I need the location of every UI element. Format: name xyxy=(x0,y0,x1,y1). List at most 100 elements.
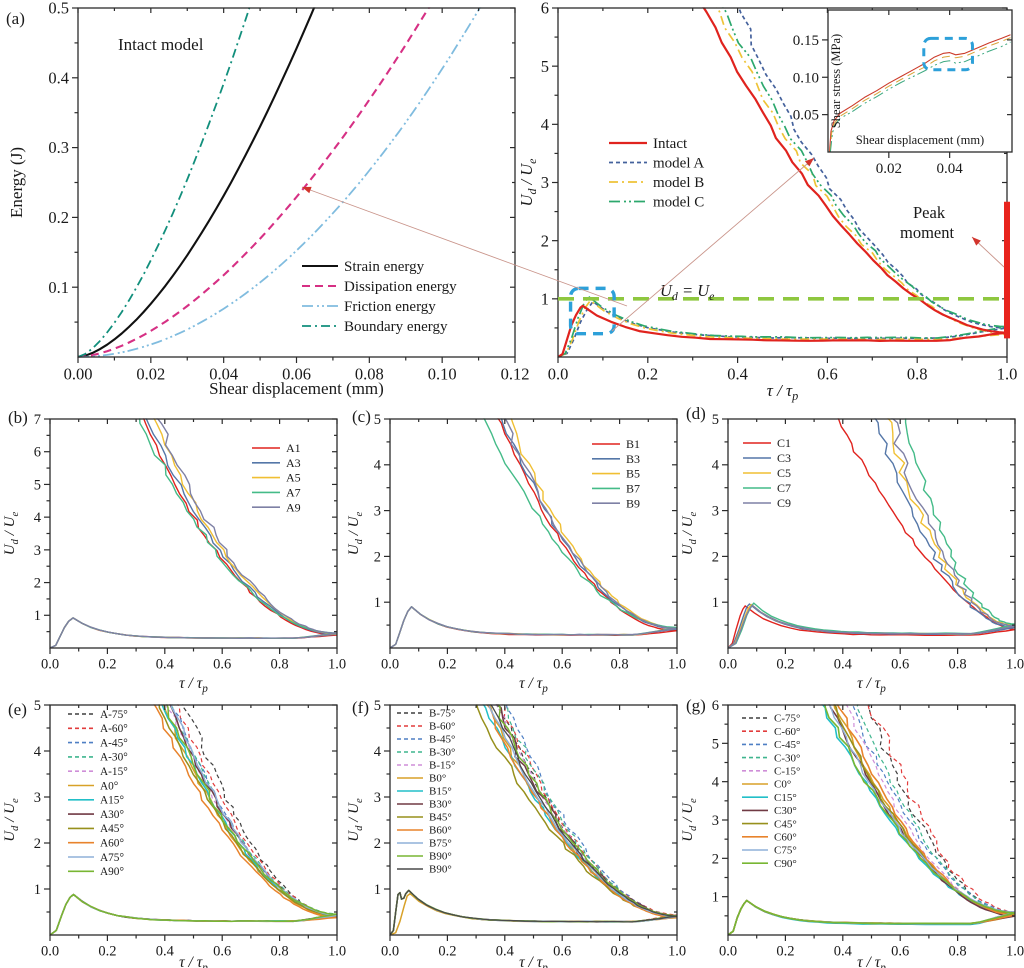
svg-text:B-60°: B-60° xyxy=(429,721,455,733)
svg-text:5: 5 xyxy=(712,736,719,752)
svg-text:B7: B7 xyxy=(626,481,640,495)
series-modelC-stress xyxy=(829,41,1011,153)
svg-text:B-15°: B-15° xyxy=(429,760,455,772)
panel-f: 0.0 0.2 0.4 0.6 0.8 1.0 1 2 3 4 5 τ / τp Ud / Ue B-75… xyxy=(346,698,686,968)
svg-text:3: 3 xyxy=(34,790,41,806)
axes-frame-inset xyxy=(827,9,1013,153)
svg-text:Ud / Ue: Ud / Ue xyxy=(680,798,699,842)
svg-text:1: 1 xyxy=(541,289,549,308)
svg-text:0.0: 0.0 xyxy=(719,944,737,960)
panel-label-g: (g) xyxy=(686,696,706,715)
svg-text:0.8: 0.8 xyxy=(611,657,629,673)
svg-text:Ud / Ue: Ud / Ue xyxy=(517,159,539,207)
svg-text:Intact: Intact xyxy=(653,136,688,152)
svg-text:Peak: Peak xyxy=(913,203,946,222)
svg-text:0.8: 0.8 xyxy=(271,657,289,673)
svg-text:0.6: 0.6 xyxy=(891,944,909,960)
svg-text:0.6: 0.6 xyxy=(553,657,571,673)
series-model B xyxy=(558,7,1007,358)
svg-text:τ / τp: τ / τp xyxy=(767,381,799,403)
svg-text:Ud / Ue: Ud / Ue xyxy=(2,798,21,842)
svg-text:C9: C9 xyxy=(777,496,791,510)
svg-text:Ud / Ue: Ud / Ue xyxy=(680,512,699,556)
svg-text:C-15°: C-15° xyxy=(774,766,800,778)
svg-text:B0°: B0° xyxy=(429,773,446,785)
svg-text:0.4: 0.4 xyxy=(156,657,175,673)
svg-text:A-60°: A-60° xyxy=(100,723,128,735)
svg-text:0.0: 0.0 xyxy=(381,657,399,673)
svg-text:Shear stress (MPa): Shear stress (MPa) xyxy=(829,34,843,128)
svg-text:C-30°: C-30° xyxy=(774,752,800,764)
series-B9 xyxy=(390,418,677,649)
panel-d: 0.0 0.2 0.4 0.6 0.8 1.0 1 2 3 4 5 τ / τp Ud / Ue C1C3… xyxy=(680,412,1024,695)
svg-text:τ / τp: τ / τp xyxy=(519,675,548,695)
panel-label-b: (b) xyxy=(8,408,28,427)
svg-text:A75°: A75° xyxy=(100,852,124,864)
svg-text:3: 3 xyxy=(712,504,719,520)
svg-text:4: 4 xyxy=(34,744,42,760)
svg-text:0.0: 0.0 xyxy=(719,657,737,673)
svg-text:C60°: C60° xyxy=(774,832,797,844)
svg-text:C90°: C90° xyxy=(774,858,797,870)
svg-text:Intact model: Intact model xyxy=(118,35,204,54)
svg-text:0.2: 0.2 xyxy=(438,944,456,960)
svg-text:A60°: A60° xyxy=(100,838,124,850)
svg-text:5: 5 xyxy=(34,698,41,714)
series-layer-b xyxy=(50,418,337,649)
svg-text:B-75°: B-75° xyxy=(429,708,455,720)
legend-g: C-75°C-60°C-45°C-30° C-15°C0°C15°C30°C45°… xyxy=(742,713,800,870)
svg-text:6: 6 xyxy=(712,698,719,714)
svg-text:1.0: 1.0 xyxy=(668,657,686,673)
series-C90° xyxy=(728,704,1015,936)
svg-text:1.0: 1.0 xyxy=(1006,944,1024,960)
svg-text:τ / τp: τ / τp xyxy=(179,675,208,695)
series-C9 xyxy=(728,418,1015,649)
series-intact-stress xyxy=(828,34,1011,153)
svg-text:B-30°: B-30° xyxy=(429,747,455,759)
series-A9 xyxy=(50,418,337,649)
svg-text:4: 4 xyxy=(712,458,720,474)
svg-text:0.6: 0.6 xyxy=(553,944,571,960)
panel-a_left: 0.00 0.02 0.04 0.06 0.08 0.10 0.12 0.1 0.2 0.3 0.4… xyxy=(7,0,529,398)
svg-text:B9: B9 xyxy=(626,496,640,510)
svg-text:0.04: 0.04 xyxy=(209,365,238,384)
svg-text:C-60°: C-60° xyxy=(774,726,800,738)
svg-text:1: 1 xyxy=(34,882,41,898)
svg-text:A-15°: A-15° xyxy=(100,766,128,778)
svg-text:3: 3 xyxy=(712,813,719,829)
svg-text:1.0: 1.0 xyxy=(997,365,1018,384)
series-layer-a_left xyxy=(78,7,482,358)
svg-text:τ / τp: τ / τp xyxy=(179,954,208,968)
svg-text:τ / τp: τ / τp xyxy=(519,954,548,968)
svg-text:0.4: 0.4 xyxy=(834,944,853,960)
svg-text:A45°: A45° xyxy=(100,823,124,835)
series-Friction energy xyxy=(78,7,482,358)
svg-text:A1: A1 xyxy=(286,441,301,455)
svg-text:1: 1 xyxy=(374,595,381,611)
legend-e: A-75° A-60° A-45° A-30° A-15° A0° A15° A30° A45°… xyxy=(68,709,128,878)
svg-text:C45°: C45° xyxy=(774,818,797,830)
svg-text:0.08: 0.08 xyxy=(355,365,384,384)
series-layer-e xyxy=(50,704,337,936)
svg-text:3: 3 xyxy=(34,543,41,559)
svg-text:A5: A5 xyxy=(286,471,301,485)
svg-text:C1: C1 xyxy=(777,436,791,450)
svg-text:0.02: 0.02 xyxy=(876,161,902,177)
ticks-d xyxy=(722,418,1016,654)
svg-text:0.10: 0.10 xyxy=(428,365,457,384)
svg-text:0.3: 0.3 xyxy=(48,138,69,157)
svg-text:5: 5 xyxy=(374,412,381,428)
svg-text:Energy (J): Energy (J) xyxy=(7,147,26,218)
panel-label-f: (f) xyxy=(352,698,369,717)
panel-b: 0.0 0.2 0.4 0.6 0.8 1.0 1 2 3 4 5 6 7 τ / τp Ud / Ue A1… xyxy=(2,412,346,695)
svg-text:A-45°: A-45° xyxy=(100,737,128,749)
svg-text:1.0: 1.0 xyxy=(1006,657,1024,673)
svg-text:0.5: 0.5 xyxy=(48,0,69,18)
svg-text:1.0: 1.0 xyxy=(328,944,346,960)
svg-text:0.6: 0.6 xyxy=(213,944,231,960)
svg-text:0.1: 0.1 xyxy=(48,278,69,297)
svg-text:Ud / Ue: Ud / Ue xyxy=(2,512,21,556)
panel-label-a: (a) xyxy=(6,9,25,28)
